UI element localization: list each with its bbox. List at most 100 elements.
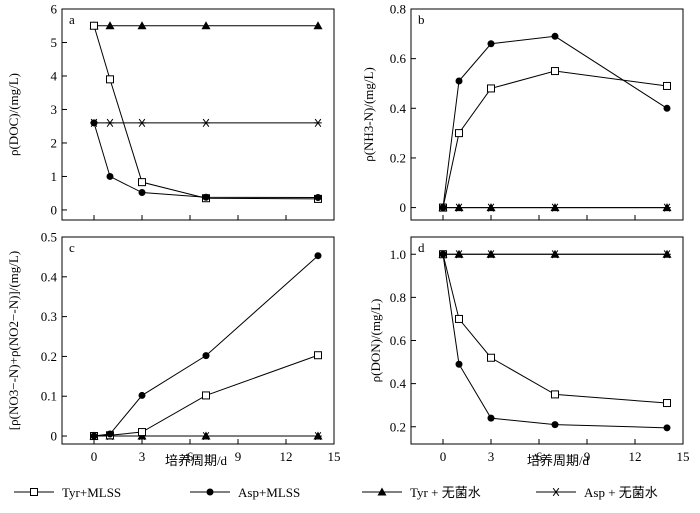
data-point xyxy=(138,391,146,399)
y-tick-label: 0.2 xyxy=(390,150,406,165)
data-point xyxy=(106,172,114,180)
data-point xyxy=(663,399,671,408)
x-tick-label: 9 xyxy=(584,449,591,464)
data-point xyxy=(455,129,463,138)
data-point xyxy=(138,118,146,127)
legend-marker xyxy=(377,487,387,496)
legend-marker xyxy=(552,487,560,497)
plot-frame xyxy=(61,8,335,221)
y-tick-label: 1.0 xyxy=(390,247,406,262)
data-point xyxy=(202,118,210,127)
data-point xyxy=(106,118,114,127)
data-point xyxy=(314,194,322,202)
x-tick-label: 9 xyxy=(235,449,242,464)
legend-entry: Tyr + 无菌水 xyxy=(410,485,481,500)
data-point xyxy=(138,189,146,197)
legend-entry: Asp + 无菌水 xyxy=(584,485,658,500)
data-point xyxy=(487,414,495,422)
panel-label: a xyxy=(69,12,75,27)
data-point xyxy=(455,360,463,368)
panel-label: b xyxy=(418,12,425,27)
legend-marker xyxy=(206,488,214,496)
data-point xyxy=(313,431,323,440)
plot-frame xyxy=(61,236,335,445)
series-line xyxy=(93,122,319,199)
legend: Tyr+MLSS Asp+MLSS Tyr + 无菌水 Asp + 无菌水 xyxy=(14,485,658,500)
x-tick-label: 3 xyxy=(139,449,146,464)
data-point xyxy=(662,249,672,258)
y-tick-label: 0.8 xyxy=(390,290,406,305)
series-line xyxy=(442,35,668,208)
data-point xyxy=(551,421,559,429)
data-point xyxy=(454,203,464,212)
y-tick-label: 0.4 xyxy=(41,269,58,284)
data-point xyxy=(202,391,210,400)
x-tick-label: 12 xyxy=(629,449,642,464)
data-point xyxy=(106,430,114,438)
data-point xyxy=(551,32,559,40)
data-point xyxy=(314,351,322,360)
data-point xyxy=(202,193,210,201)
data-point xyxy=(138,428,146,437)
data-point xyxy=(662,203,672,212)
y-tick-label: 5 xyxy=(51,35,58,50)
data-point xyxy=(663,81,671,90)
data-point xyxy=(439,250,447,258)
series-line xyxy=(93,255,319,437)
x-tick-label: 12 xyxy=(280,449,293,464)
data-point xyxy=(454,249,464,258)
panel-b: b 0 0.2 0.4 0.6 0.8 ρ(NH3-N)/(mg/L) xyxy=(361,2,684,221)
y-tick-label: 3 xyxy=(51,102,58,117)
y-tick-label: 0 xyxy=(400,200,407,215)
y-tick-label: 0 xyxy=(51,202,58,217)
series-line xyxy=(442,254,668,404)
data-point xyxy=(90,119,98,127)
data-point xyxy=(455,77,463,85)
x-tick-label: 0 xyxy=(91,449,98,464)
data-point xyxy=(551,67,559,76)
data-point xyxy=(138,178,146,187)
data-point xyxy=(313,21,323,30)
x-tick-label: 15 xyxy=(677,449,690,464)
data-point xyxy=(487,40,495,48)
data-point xyxy=(663,104,671,112)
y-tick-label: 2 xyxy=(51,135,58,150)
data-point xyxy=(90,432,98,440)
y-tick-label: 0.1 xyxy=(41,389,57,404)
x-tick-label: 3 xyxy=(488,449,495,464)
x-tick-label: 15 xyxy=(328,449,341,464)
x-tick-label: 6 xyxy=(187,449,194,464)
legend-entry: Tyr+MLSS xyxy=(62,485,121,500)
y-tick-label: 0.2 xyxy=(41,349,57,364)
panel-c: c 0 0.1 0.2 0.3 0.4 0.5 0 3 6 9 12 15 [ρ(NO3−-N)+ρ(NO… xyxy=(6,230,341,465)
plot-frame xyxy=(410,8,684,221)
legend-entry: Asp+MLSS xyxy=(238,485,300,500)
data-point xyxy=(202,352,210,360)
panel-label: c xyxy=(69,240,75,255)
x-tick-label: 6 xyxy=(536,449,543,464)
data-point xyxy=(487,353,495,362)
data-point xyxy=(90,21,98,30)
data-point xyxy=(550,249,560,258)
y-tick-label: 4 xyxy=(51,68,58,83)
panel-label: d xyxy=(418,240,425,255)
data-point xyxy=(201,431,211,440)
data-point xyxy=(314,252,322,260)
x-axis-label-right: 培养周期/d xyxy=(527,453,590,468)
panel-a: a 0 1 2 3 4 5 6 ρ(DOC)/(mg/L) xyxy=(6,2,335,221)
y-axis-label: [ρ(NO3−-N)+ρ(NO2−-N)]/(mg/L) xyxy=(6,251,21,430)
data-point xyxy=(486,203,496,212)
x-axis-label-left: 培养周期/d xyxy=(165,453,228,468)
data-point xyxy=(105,21,115,30)
y-tick-label: 0.3 xyxy=(41,309,57,324)
y-tick-label: 0.5 xyxy=(41,230,57,245)
y-tick-label: 0 xyxy=(51,429,58,444)
data-point xyxy=(201,21,211,30)
data-point xyxy=(551,390,559,399)
y-axis-label: ρ(NH3-N)/(mg/L) xyxy=(361,67,376,162)
y-tick-label: 6 xyxy=(51,2,58,17)
series-line xyxy=(93,25,319,200)
panel-d: d 0.2 0.4 0.6 0.8 1.0 0 3 6 9 12 15 ρ(DON)/(mg/L) xyxy=(368,236,690,464)
y-tick-label: 0.4 xyxy=(390,376,407,391)
